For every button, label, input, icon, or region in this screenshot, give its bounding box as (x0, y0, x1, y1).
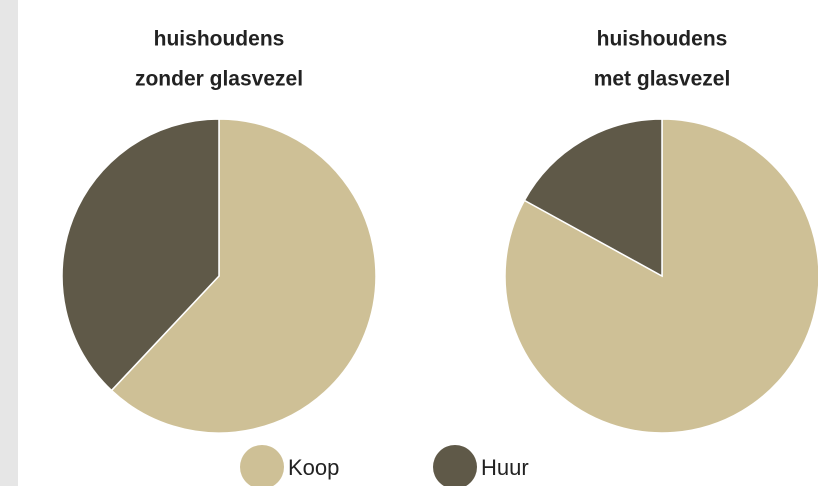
legend-label: Huur (481, 455, 529, 480)
pie-slice (61, 118, 220, 392)
chart-title: huishoudens (154, 28, 285, 51)
chart-title: zonder glasvezel (135, 68, 303, 91)
legend-label: Koop (288, 455, 339, 480)
pie-slice (523, 118, 663, 278)
legend-swatch (433, 445, 477, 486)
legend-swatch (240, 445, 284, 486)
pie-slice (110, 118, 377, 434)
side-strip (0, 0, 18, 486)
chart-title: huishoudens (597, 28, 728, 51)
chart-title: met glasvezel (594, 68, 731, 91)
